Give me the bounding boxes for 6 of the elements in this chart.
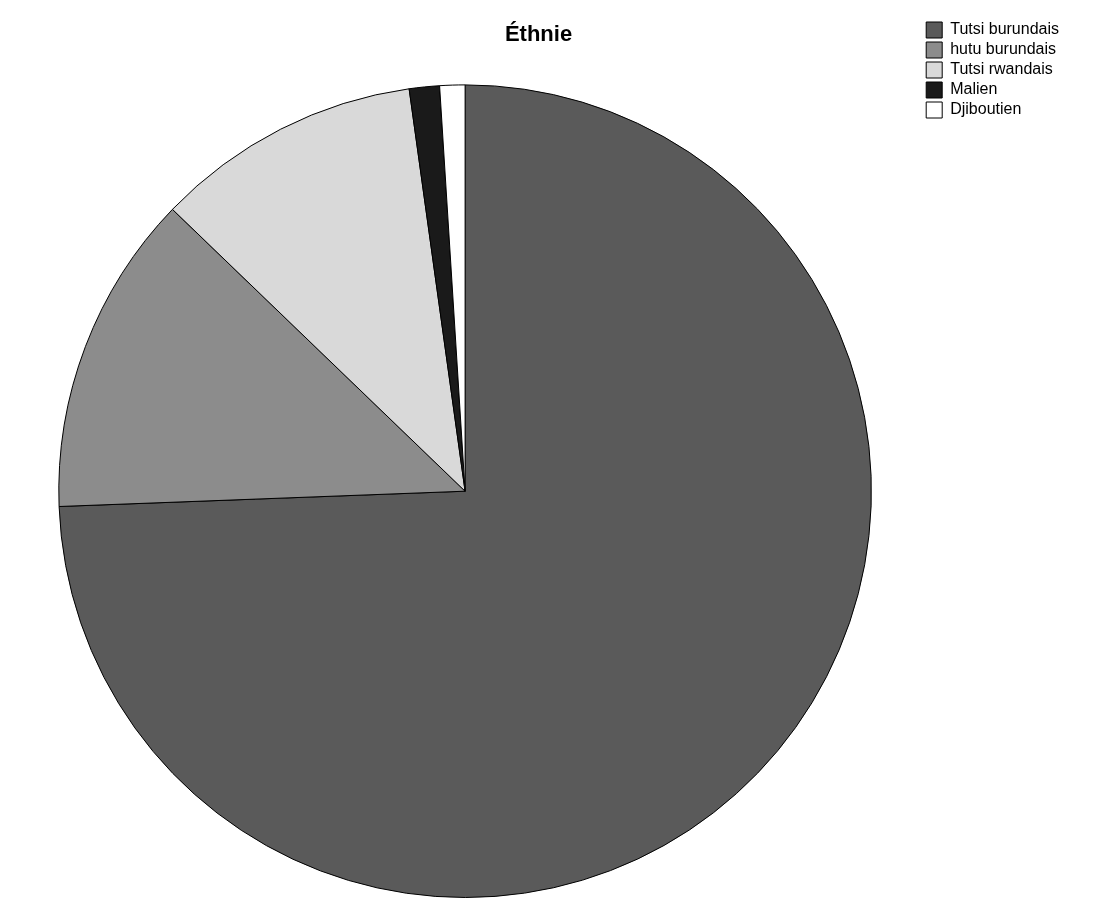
legend-label: hutu burundais xyxy=(950,40,1057,58)
legend-label: Malien xyxy=(950,80,998,98)
legend-label: Tutsi rwandais xyxy=(950,60,1053,78)
legend-label: Tutsi burundais xyxy=(950,20,1059,38)
chart-title: Éthnie xyxy=(504,21,573,47)
legend-label: Djiboutien xyxy=(950,100,1022,118)
